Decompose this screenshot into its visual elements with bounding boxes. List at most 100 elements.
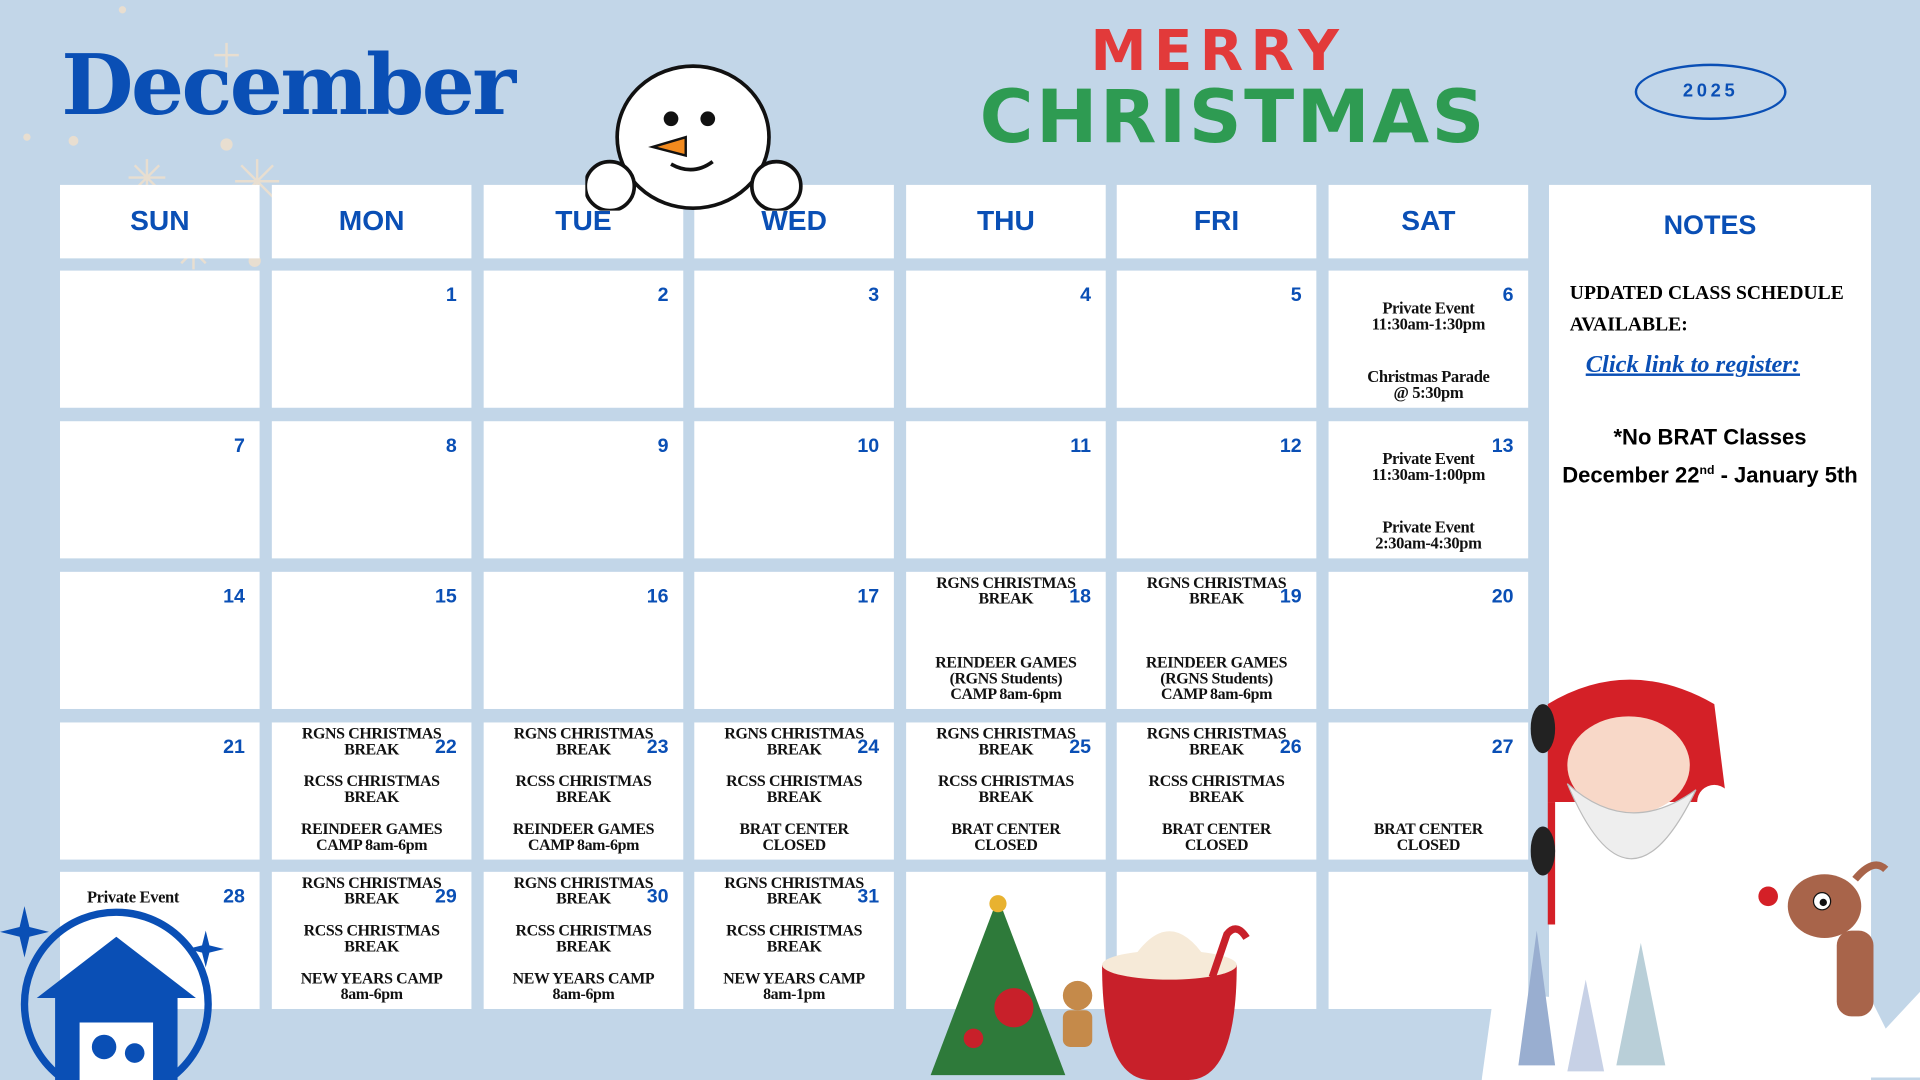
day-cell-24[interactable]: 24 RGNS CHRISTMAS BREAK RCSS CHRISTMAS BRE…: [694, 722, 894, 860]
event-item: Private Event 11:30am-1:30pm: [1371, 298, 1486, 334]
day-cell-8[interactable]: 8: [271, 421, 472, 559]
day-cell-10[interactable]: 10: [694, 421, 894, 559]
event-item: REINDEER GAMES (RGNS Students) CAMP 8am-…: [935, 652, 1077, 703]
event-item: BRAT CENTER CLOSED: [1162, 819, 1272, 854]
event-item: Private Event 11:30am-1:00pm: [1371, 449, 1486, 484]
empty-day-cell[interactable]: [60, 270, 260, 408]
day-cell-12[interactable]: 12: [1116, 421, 1317, 559]
day-cell-13[interactable]: 13 Private Event 11:30am-1:00pm Private Ev…: [1328, 421, 1529, 559]
day-number: 6: [1502, 285, 1514, 307]
day-number: 13: [1491, 435, 1514, 457]
event-item: RGNS CHRISTMAS BREAK: [1146, 573, 1287, 608]
event-item: BRAT CENTER CLOSED: [739, 819, 849, 854]
event-item: RGNS CHRISTMAS BREAK: [724, 873, 864, 908]
day-cell-17[interactable]: 17: [694, 571, 894, 709]
snowflakes-icon: [23, 6, 280, 303]
day-cell-26[interactable]: 26 RGNS CHRISTMAS BREAK RCSS CHRISTMAS BRE…: [1116, 722, 1317, 860]
event-item: RCSS CHRISTMAS BREAK: [726, 920, 863, 956]
day-cell-25[interactable]: 25 RGNS CHRISTMAS BREAK RCSS CHRISTMAS BRE…: [906, 722, 1106, 860]
day-cell-4[interactable]: 4: [906, 270, 1106, 408]
event-item: RCSS CHRISTMAS BREAK: [726, 771, 863, 806]
day-number: 20: [1491, 586, 1514, 608]
event-item: RCSS CHRISTMAS BREAK: [303, 771, 440, 806]
event-list: RGNS CHRISTMAS BREAK RCSS CHRISTMAS BREAK…: [694, 725, 894, 852]
snowman-icon: [585, 64, 803, 211]
event-list: RGNS CHRISTMAS BREAK RCSS CHRISTMAS BREAK…: [484, 874, 684, 1001]
day-cell-9[interactable]: 9: [483, 421, 684, 559]
event-item: RGNS CHRISTMAS BREAK: [301, 723, 442, 758]
event-item: RGNS CHRISTMAS BREAK: [513, 723, 654, 758]
event-list: Private Event 11:30am-1:00pm Private Even…: [1329, 449, 1529, 551]
day-number: 1: [445, 285, 457, 307]
event-item: RGNS CHRISTMAS BREAK: [724, 723, 864, 758]
day-cell-21[interactable]: 21: [60, 722, 260, 860]
event-item: RCSS CHRISTMAS BREAK: [937, 771, 1074, 806]
day-cell-19[interactable]: 19 RGNS CHRISTMAS BREAK REINDEER GAMES (RG…: [1116, 571, 1317, 709]
event-list: RGNS CHRISTMAS BREAK RCSS CHRISTMAS BREAK…: [1117, 725, 1317, 852]
event-item: RGNS CHRISTMAS BREAK: [1146, 723, 1287, 758]
event-item: Private Event: [86, 887, 180, 907]
event-item: NEW YEARS CAMP 8am-1pm: [723, 968, 865, 1003]
weekday-header-fri: FRI: [1116, 184, 1317, 259]
event-item: RGNS CHRISTMAS BREAK: [936, 573, 1076, 608]
day-number: 14: [223, 586, 245, 608]
day-cell-14[interactable]: 14: [60, 571, 260, 709]
event-list: RGNS CHRISTMAS BREAK RCSS CHRISTMAS BREAK…: [272, 725, 472, 852]
weekday-header-mon: MON: [271, 184, 472, 259]
day-cell-22[interactable]: 22 RGNS CHRISTMAS BREAK RCSS CHRISTMAS BRE…: [271, 722, 472, 860]
day-number: 10: [857, 435, 880, 457]
day-number: 27: [1491, 737, 1514, 758]
event-list: RGNS CHRISTMAS BREAK RCSS CHRISTMAS BREAK…: [906, 725, 1106, 852]
month-title: December: [61, 36, 516, 135]
empty-day-cell[interactable]: [1328, 871, 1529, 1009]
day-cell-15[interactable]: 15: [271, 571, 472, 709]
event-item: NEW YEARS CAMP 8am-6pm: [300, 968, 443, 1003]
event-item: RCSS CHRISTMAS BREAK: [515, 920, 652, 956]
day-cell-29[interactable]: 29 RGNS CHRISTMAS BREAK RCSS CHRISTMAS BRE…: [271, 871, 472, 1009]
day-cell-5[interactable]: 5: [1116, 270, 1317, 408]
day-number: 18: [1069, 586, 1092, 608]
day-number: 9: [657, 435, 669, 457]
event-item: Christmas Parade @ 5:30pm: [1367, 367, 1490, 402]
santa-icon: [1530, 679, 1732, 925]
day-cell-7[interactable]: 7: [60, 421, 260, 559]
day-number: 8: [445, 435, 457, 457]
day-cell-16[interactable]: 16: [483, 571, 684, 709]
day-cell-2[interactable]: 2: [483, 270, 684, 408]
event-list: RGNS CHRISTMAS BREAK RCSS CHRISTMAS BREAK…: [484, 725, 684, 852]
day-cell-23[interactable]: 23 RGNS CHRISTMAS BREAK RCSS CHRISTMAS BRE…: [483, 722, 684, 860]
day-number: 26: [1279, 737, 1302, 758]
day-number: 7: [233, 435, 245, 457]
event-item: BRAT CENTER CLOSED: [951, 819, 1061, 854]
day-cell-6[interactable]: 6 Private Event 11:30am-1:30pm Christmas P…: [1328, 270, 1529, 408]
reindeer-icon: [1751, 861, 1920, 1078]
event-list: RGNS CHRISTMAS BREAK REINDEER GAMES (RGNS…: [906, 574, 1106, 701]
day-cell-20[interactable]: 20: [1328, 571, 1529, 709]
day-cell-1[interactable]: 1: [271, 270, 472, 408]
event-list: Private Event 11:30am-1:30pm Christmas Pa…: [1329, 298, 1529, 402]
winter-trees-icon: [1481, 930, 1752, 1080]
day-number: 2: [657, 285, 669, 307]
day-number: 23: [646, 737, 669, 758]
event-item: REINDEER GAMES CAMP 8am-6pm: [512, 819, 655, 854]
event-item: NEW YEARS CAMP 8am-6pm: [512, 968, 655, 1003]
day-number: 11: [1070, 435, 1092, 457]
event-item: RCSS CHRISTMAS BREAK: [515, 771, 652, 806]
day-cell-18[interactable]: 18 RGNS CHRISTMAS BREAK REINDEER GAMES (RG…: [906, 571, 1106, 709]
day-number: 12: [1279, 435, 1302, 457]
day-cell-27[interactable]: 27 BRAT CENTER CLOSED: [1328, 722, 1529, 860]
day-cell-30[interactable]: 30 RGNS CHRISTMAS BREAK RCSS CHRISTMAS BRE…: [483, 871, 684, 1009]
day-number: 30: [646, 886, 669, 908]
day-number: 28: [223, 886, 245, 908]
merry-christmas-logo: MERRY CHRISTMAS: [979, 17, 1487, 161]
day-cell-3[interactable]: 3: [694, 270, 894, 408]
day-number: 5: [1290, 285, 1302, 307]
event-item: RGNS CHRISTMAS BREAK: [301, 873, 442, 908]
day-cell-31[interactable]: 31 RGNS CHRISTMAS BREAK RCSS CHRISTMAS BRE…: [694, 871, 894, 1009]
year-badge: 2025: [1634, 63, 1787, 121]
register-link[interactable]: Click link to register:: [1585, 351, 1801, 379]
day-cell-11[interactable]: 11: [906, 421, 1106, 559]
event-item: RGNS CHRISTMAS BREAK: [513, 873, 654, 908]
day-number: 31: [857, 886, 880, 908]
event-list: BRAT CENTER CLOSED: [1329, 749, 1529, 852]
